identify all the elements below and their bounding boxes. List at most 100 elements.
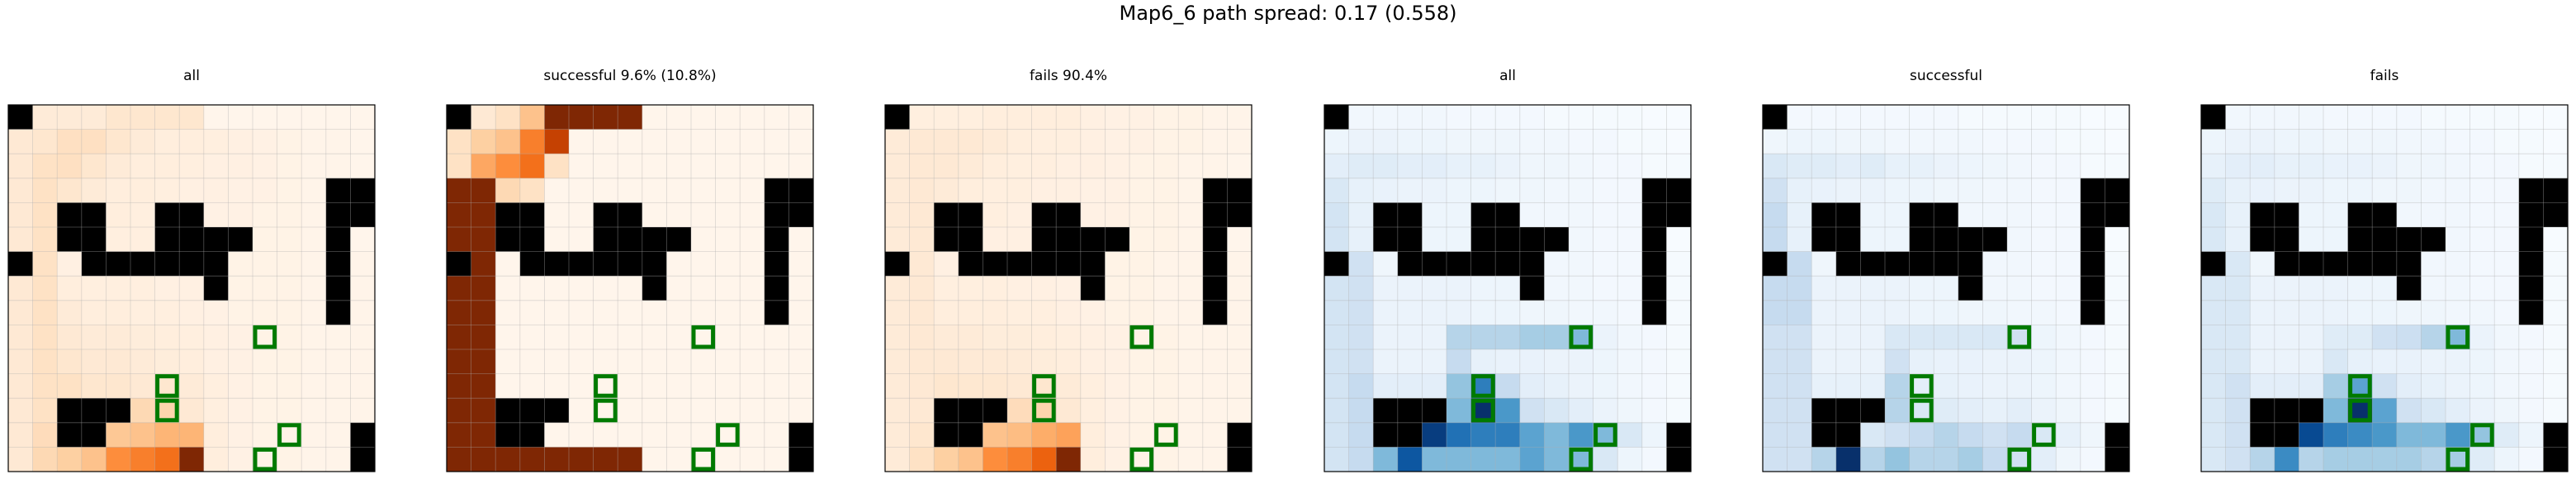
heat-cell [788, 373, 814, 399]
heat-cell [740, 251, 765, 277]
heat-cell [1763, 300, 1788, 325]
heat-cell [642, 325, 667, 350]
heat-cell [2494, 202, 2520, 228]
heat-cell [1909, 300, 1934, 325]
heat-cell [1617, 373, 1643, 399]
heat-cell [1153, 129, 1179, 154]
heat-cell [1422, 202, 1447, 228]
wall-cell [519, 398, 545, 424]
wall-cell [1958, 276, 1983, 301]
heat-cell [2007, 300, 2032, 325]
heat-cell [1593, 129, 1618, 154]
heat-cell [1958, 105, 1983, 130]
heat-cell [350, 325, 376, 350]
heat-cell [495, 349, 521, 374]
wall-cell [1324, 105, 1349, 130]
heat-cell [715, 178, 741, 203]
target-marker [2446, 325, 2470, 349]
wall-cell [1422, 251, 1447, 277]
heat-cell [301, 373, 327, 399]
heat-cell [764, 398, 789, 424]
heat-cell [277, 300, 302, 325]
heat-cell [2469, 276, 2495, 301]
heat-cell [325, 373, 351, 399]
heat-cell [593, 447, 618, 472]
heat-cell [1495, 349, 1521, 374]
heat-cell [1373, 447, 1399, 472]
heat-cell [1178, 300, 1204, 325]
heat-cell [618, 447, 643, 472]
heat-cell [593, 154, 618, 179]
heat-cell [2201, 178, 2226, 203]
heat-cell [1153, 105, 1179, 130]
panel-6-title: fails [2370, 68, 2399, 84]
heat-cell [2274, 325, 2299, 350]
heat-cell [983, 105, 1008, 130]
heat-cell [2372, 178, 2398, 203]
heat-cell [447, 373, 471, 399]
wall-cell [495, 202, 521, 228]
wall-cell [593, 202, 618, 228]
heat-cell [544, 325, 570, 350]
heat-cell [1447, 349, 1471, 374]
heat-cell [569, 447, 594, 472]
heat-cell [2396, 447, 2422, 472]
heat-cell [130, 105, 155, 130]
heat-cell [2543, 398, 2569, 424]
heat-cell [1080, 422, 1106, 448]
heat-cell [57, 178, 83, 203]
heat-cell [2446, 178, 2470, 203]
heat-cell [8, 422, 33, 448]
heat-cell [934, 300, 959, 325]
heat-cell [2250, 300, 2275, 325]
heat-cell [2007, 422, 2032, 448]
target-marker [2446, 447, 2470, 472]
heat-cell [2469, 154, 2495, 179]
heat-cell [2056, 276, 2081, 301]
heat-cell [1885, 422, 1910, 448]
heat-cell [471, 178, 496, 203]
heat-cell [1666, 398, 1692, 424]
heat-cell [618, 105, 643, 130]
heat-cell [2225, 251, 2251, 277]
heat-cell [885, 422, 910, 448]
heat-cell [2007, 202, 2032, 228]
heat-cell [1153, 178, 1179, 203]
heat-cell [2080, 349, 2105, 374]
heat-cell [618, 422, 643, 448]
heat-cell [715, 154, 741, 179]
heat-cell [1348, 349, 1374, 374]
heat-cell [2299, 300, 2324, 325]
heat-cell [666, 300, 692, 325]
wall-cell [2347, 202, 2373, 228]
heat-cell [2031, 325, 2057, 350]
wall-cell [1835, 422, 1861, 448]
heat-cell [1447, 447, 1471, 472]
heat-cell [1860, 227, 1886, 252]
heat-cell [1982, 349, 2008, 374]
heat-cell [1007, 300, 1032, 325]
heat-cell [2031, 202, 2057, 228]
heat-cell [2007, 178, 2032, 203]
heat-cell [519, 349, 545, 374]
heat-cell [519, 373, 545, 399]
heat-cell [788, 276, 814, 301]
heat-cell [203, 178, 229, 203]
heat-cell [253, 154, 277, 179]
heat-cell [1958, 447, 1983, 472]
wall-cell [519, 422, 545, 448]
wall-cell [203, 276, 229, 301]
wall-cell [179, 202, 205, 228]
heat-cell [447, 422, 471, 448]
heat-cell [642, 154, 667, 179]
heat-cell [2274, 447, 2299, 472]
heat-cell [1202, 373, 1228, 399]
heat-cell [909, 105, 935, 130]
heat-cell [57, 300, 83, 325]
heat-cell [203, 202, 229, 228]
target-marker [2470, 423, 2494, 447]
heat-cell [1982, 325, 2008, 350]
heat-cell [1835, 129, 1861, 154]
heat-cell [1007, 422, 1032, 448]
heat-cell [1519, 178, 1545, 203]
